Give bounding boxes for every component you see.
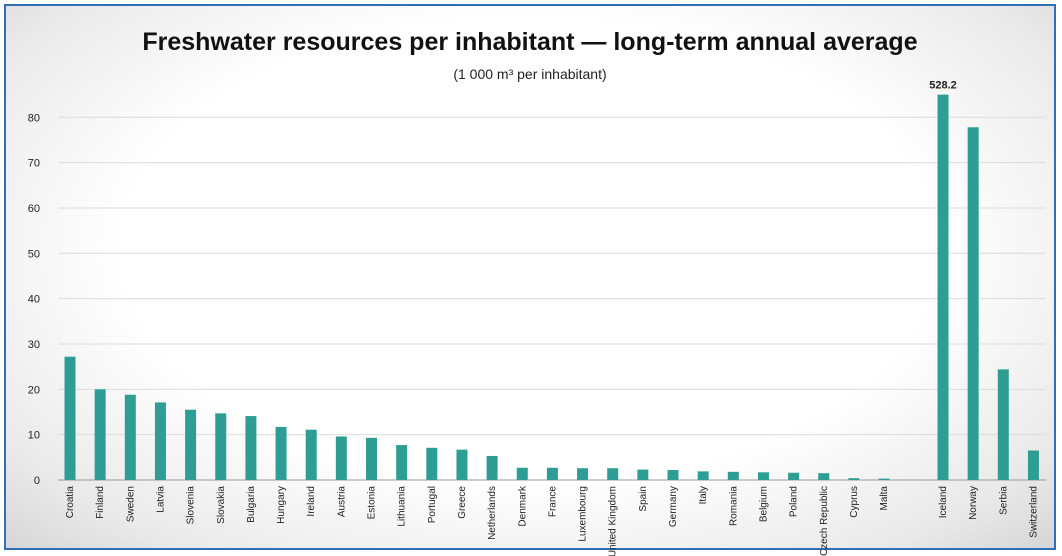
x-tick-label: Croatia [65,486,76,519]
x-tick-label: Romania [728,486,739,526]
bar [667,470,679,480]
bar [878,478,890,480]
bar [516,467,528,480]
y-tick-label: 70 [28,158,40,170]
bar [697,471,709,480]
y-tick-label: 50 [28,248,40,260]
y-tick-label: 80 [28,112,40,124]
x-tick-label: Lithuania [397,486,408,527]
chart-title: Freshwater resources per inhabitant — lo… [142,28,918,56]
x-tick-label: Germany [668,486,679,527]
bar [305,429,317,480]
bar [637,469,649,480]
bar [94,389,106,480]
x-tick-label: Cyprus [849,486,860,518]
bar [757,472,769,480]
x-tick-label: Estonia [367,486,378,520]
x-tick-label: Latvia [155,486,166,513]
x-tick-label: Italy [698,486,709,504]
x-tick-label: France [547,486,558,518]
bar [215,413,227,480]
x-tick-label: Serbia [998,486,1009,515]
x-tick-label: Greece [457,486,468,519]
bar [997,369,1009,480]
bar [396,445,408,480]
bar [1027,450,1039,480]
x-tick-label: Hungary [276,486,287,524]
bar [426,447,438,480]
bar [456,449,468,480]
x-tick-label: Belgium [758,486,769,522]
x-tick-label: United Kingdom [608,486,619,556]
bar [245,416,257,480]
x-tick-label: Spain [638,486,649,512]
bar [967,127,979,481]
x-tick-label: Norway [968,486,979,520]
bar [848,478,860,480]
bar [937,94,949,481]
x-tick-label: Portugal [427,486,438,523]
bar [727,471,739,480]
y-tick-label: 20 [28,384,40,396]
x-tick-label: Luxembourg [578,486,589,542]
x-tick-label: Malta [879,486,890,511]
bar [64,356,76,480]
x-tick-label: Finland [95,486,106,519]
data-label: 528.2 [929,80,957,92]
x-tick-label: Netherlands [487,486,498,540]
x-tick-label: Austria [336,486,347,518]
x-tick-label: Ireland [306,486,317,517]
x-tick-label: Bulgaria [246,486,257,523]
y-tick-label: 0 [34,475,40,487]
chart-frame: Freshwater resources per inhabitant — lo… [4,4,1056,550]
bar [154,402,166,480]
bar [335,436,347,480]
bar [486,455,498,480]
x-tick-label: Poland [789,486,800,517]
bar [366,437,377,480]
bar [275,426,287,480]
bar [124,394,136,480]
bar [577,468,589,480]
y-tick-label: 10 [28,430,40,442]
bar [546,467,558,480]
y-tick-label: 30 [28,339,40,351]
y-tick-label: 60 [28,203,40,215]
bar [818,473,830,480]
x-tick-label: Sweden [125,486,136,522]
x-tick-label: Slovakia [216,486,227,524]
chart-subtitle: (1 000 m³ per inhabitant) [453,66,607,82]
x-tick-label: Iceland [938,486,949,518]
bar [607,468,619,480]
bar [788,472,800,480]
x-tick-label: Slovenia [186,486,197,525]
x-tick-label: Czech Republic [819,486,830,556]
x-tick-label: Denmark [517,485,528,527]
y-tick-label: 40 [28,294,40,306]
x-tick-label: Switzerland [1028,486,1039,538]
bar [185,409,197,480]
